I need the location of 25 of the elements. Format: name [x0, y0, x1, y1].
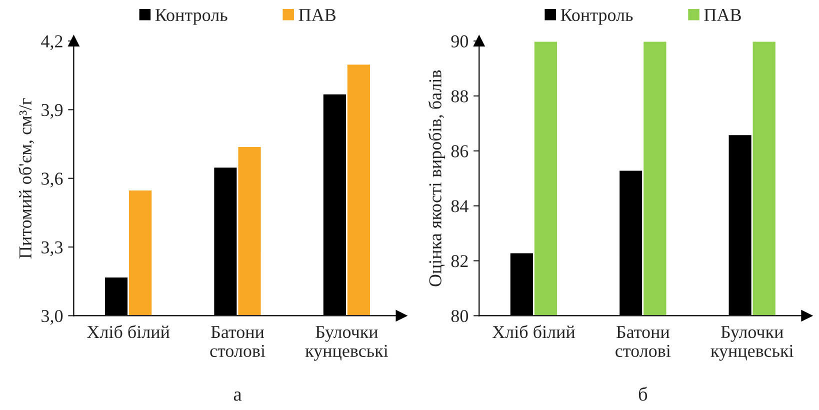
x-tick-label: Хліб білий [492, 325, 575, 338]
text: б [638, 386, 648, 401]
y-tick-label: 80 [451, 310, 468, 322]
y-axis-title: Оцінка якості виробів, балів [428, 70, 446, 286]
x-tick-label: Батони столові [616, 326, 671, 358]
y-tick-label: 86 [451, 145, 468, 158]
x-tick-label: Булочки кунцевські [305, 326, 388, 361]
legend-label: ПАВ [298, 8, 336, 21]
y-tick-label: 3,6 [42, 172, 63, 188]
x-tick-label: Хліб білий [87, 325, 170, 338]
x-tick-label: Булочки кунцевські [710, 326, 794, 361]
text: а [234, 391, 242, 401]
y-tick-label: 3,3 [42, 241, 63, 256]
y-axis-title: Питомий об'єм, см³/г [18, 98, 34, 258]
legend-label: Контроль [560, 9, 633, 25]
y-tick-label: 84 [451, 200, 468, 212]
y-tick-label: 90 [451, 35, 468, 48]
y-tick-label: 88 [451, 90, 468, 102]
y-tick-label: 3,0 [42, 310, 63, 325]
y-tick-label: 3,9 [42, 104, 63, 119]
legend-label: Контроль [155, 9, 228, 25]
y-tick-label: 4,2 [41, 35, 62, 50]
legend-label: ПАВ [704, 8, 741, 21]
y-tick-label: 82 [451, 255, 468, 268]
x-tick-label: Батони столові [210, 326, 266, 358]
